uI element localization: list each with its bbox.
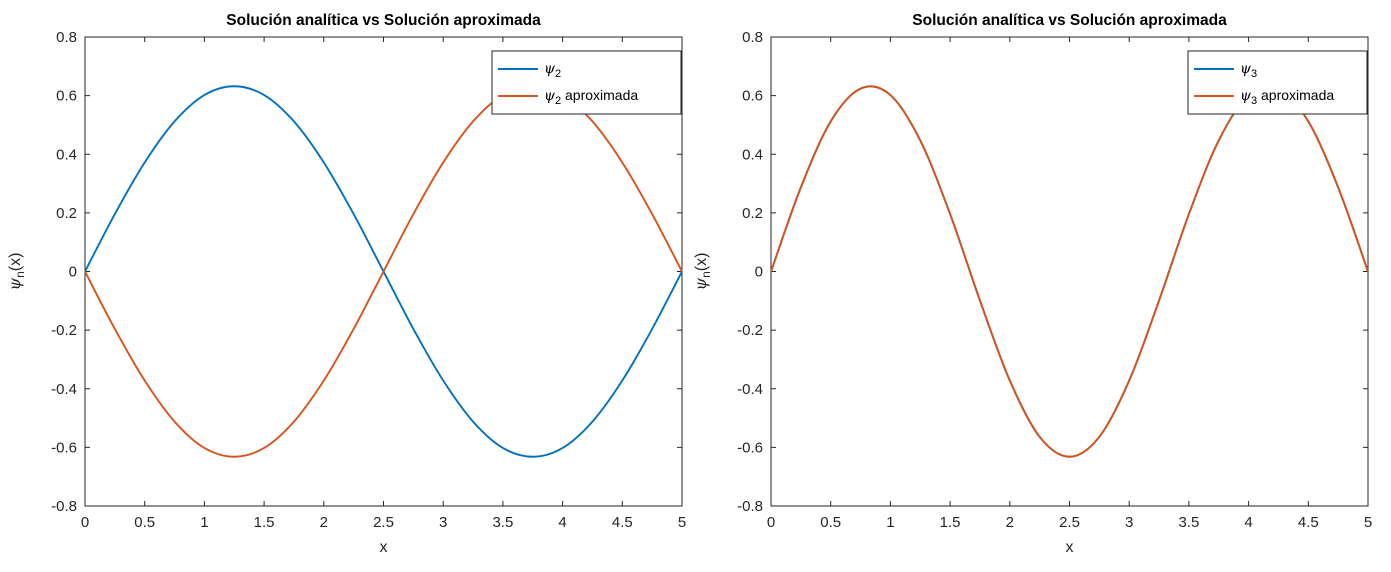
y-tick-label: -0.2 [51, 322, 77, 339]
legend: ψ3 ψ3 aproximada [1187, 50, 1368, 115]
y-tick-label: -0.6 [51, 439, 77, 456]
legend-label: ψ3 [1240, 61, 1257, 80]
x-tick-label: 4 [558, 514, 566, 531]
x-tick-label: 3.5 [492, 514, 513, 531]
y-tick-label: -0.8 [51, 498, 77, 515]
y-tick-label: 0 [755, 264, 763, 281]
y-tick-label: -0.4 [51, 381, 77, 398]
x-axis-label: x [1066, 539, 1074, 556]
y-tick-label: 0.6 [56, 88, 77, 105]
x-tick-label: 2.5 [1059, 514, 1080, 531]
y-tick-label: -0.2 [737, 322, 763, 339]
x-tick-label: 3.5 [1178, 514, 1199, 531]
legend-label: ψ2 aproximada [544, 87, 638, 107]
y-tick-label: 0 [69, 264, 77, 281]
y-tick-label: 0.8 [56, 29, 77, 46]
x-tick-label: 2 [1006, 514, 1014, 531]
x-tick-label: 2 [320, 514, 328, 531]
x-tick-label: 1 [886, 514, 894, 531]
x-tick-label: 1.5 [940, 514, 961, 531]
x-tick-label: 1 [200, 514, 208, 531]
chart-2: Solución analítica vs Solución aproximad… [691, 12, 1372, 556]
x-tick-label: 2.5 [373, 514, 394, 531]
x-tick-label: 3 [439, 514, 447, 531]
y-tick-label: 0.8 [742, 29, 763, 46]
y-tick-label: 0.2 [742, 205, 763, 222]
y-axis-label: ψn(x) [691, 253, 713, 291]
x-tick-label: 5 [1364, 514, 1372, 531]
y-tick-label: -0.6 [737, 439, 763, 456]
x-tick-label: 0 [81, 514, 89, 531]
x-tick-label: 0.5 [820, 514, 841, 531]
plot-area [770, 36, 1369, 507]
y-axis-label: ψn(x) [5, 253, 27, 291]
x-tick-label: 4 [1244, 514, 1252, 531]
legend-label: ψ2 [544, 61, 561, 80]
legend-box [1187, 50, 1368, 115]
chart-1: Solución analítica vs Solución aproximad… [5, 12, 686, 556]
x-tick-label: 0 [767, 514, 775, 531]
chart-title: Solución analítica vs Solución aproximad… [912, 12, 1227, 29]
legend-label: ψ3 aproximada [1240, 87, 1334, 107]
legend: ψ2 ψ2 aproximada [491, 50, 682, 115]
x-tick-label: 0.5 [134, 514, 155, 531]
x-tick-label: 1.5 [254, 514, 275, 531]
x-tick-label: 5 [678, 514, 686, 531]
y-tick-label: 0.4 [56, 146, 77, 163]
y-tick-label: -0.4 [737, 381, 763, 398]
y-tick-label: 0.2 [56, 205, 77, 222]
x-tick-label: 3 [1125, 514, 1133, 531]
legend-box [491, 50, 682, 115]
y-tick-label: 0.4 [742, 146, 763, 163]
y-tick-label: 0.6 [742, 88, 763, 105]
chart-title: Solución analítica vs Solución aproximad… [226, 12, 541, 29]
x-tick-label: 4.5 [1298, 514, 1319, 531]
y-tick-label: -0.8 [737, 498, 763, 515]
x-tick-label: 4.5 [612, 514, 633, 531]
x-axis-label: x [380, 539, 388, 556]
